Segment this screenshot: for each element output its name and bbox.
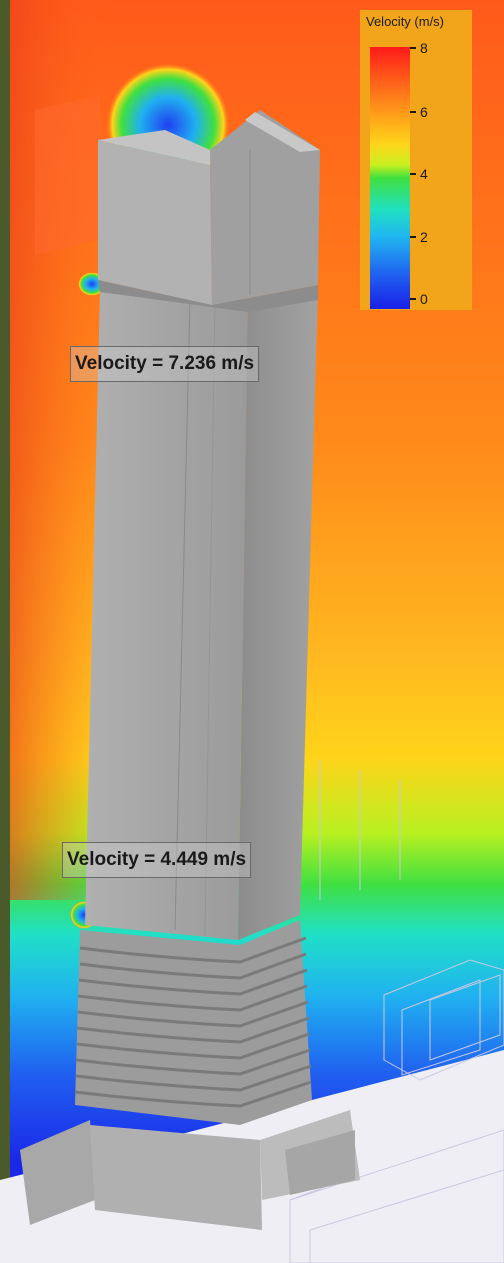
- tower-model: [20, 110, 360, 1230]
- velocity-probe-lower: Velocity = 4.449 m/s: [62, 842, 252, 878]
- velocity-legend: Velocity (m/s) 8 6 4 2 0: [360, 10, 472, 310]
- tower-crown-side: [210, 110, 320, 305]
- legend-title: Velocity (m/s): [366, 14, 445, 29]
- base-block-left: [20, 1120, 95, 1225]
- legend-tick-mark: [410, 47, 416, 49]
- legend-tick-mark: [410, 111, 416, 113]
- legend-label-0: 0: [420, 291, 428, 307]
- adjacent-massing: [35, 95, 100, 255]
- legend-label-2: 2: [420, 229, 428, 245]
- legend-color-bar: [370, 47, 410, 309]
- base-block-center: [90, 1125, 262, 1230]
- legend-label-6: 6: [420, 104, 428, 120]
- legend-label-4: 4: [420, 166, 428, 182]
- crown-transition: [98, 280, 318, 312]
- legend-label-8: 8: [420, 40, 428, 56]
- terrain-strip: [0, 0, 10, 1263]
- legend-tick-mark: [410, 173, 416, 175]
- tower-crown-top: [98, 130, 210, 165]
- legend-tick-mark: [410, 236, 416, 238]
- context-buildings-wireframe: [289, 760, 504, 1263]
- podium-floor-slabs: [74, 936, 312, 1108]
- velocity-probe-upper: Velocity = 7.236 m/s: [70, 346, 260, 382]
- legend-tick-mark: [410, 298, 416, 300]
- tower-shaft-side: [238, 290, 318, 940]
- tower-crown-front: [98, 140, 212, 305]
